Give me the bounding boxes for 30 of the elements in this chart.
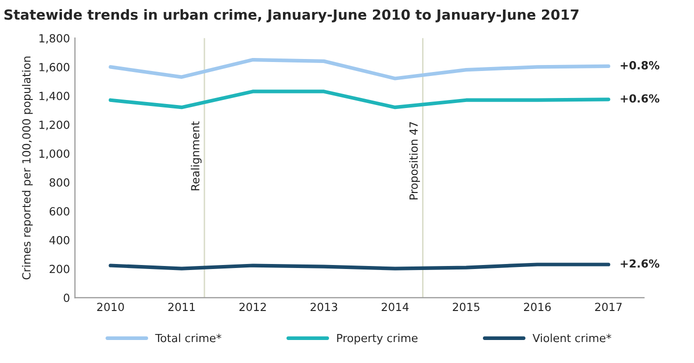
legend-label: Violent crime* [532, 334, 612, 342]
line-series [108, 58, 610, 80]
y-tick-label: 1,200 [40, 120, 70, 130]
x-tick-label: 2013 [310, 302, 338, 312]
y-axis-title: Crimes reported per 100,000 population [22, 56, 33, 280]
y-tick-label: 0 [64, 294, 70, 302]
x-tick-label: 2015 [452, 302, 480, 312]
y-tick-label: 1,800 [40, 34, 70, 44]
x-tick-label: 2011 [168, 302, 195, 312]
chart-title: Statewide trends in urban crime, January-June 2010 to January-June 2017 [4, 9, 578, 23]
y-tick-label: 200 [50, 264, 70, 274]
y-tick-label: 800 [50, 178, 70, 187]
annotation: +2.6% [620, 259, 660, 268]
x-tick-label: 2017 [595, 302, 622, 312]
annotation: +0.8% [620, 61, 660, 70]
x-tick-label: 2012 [239, 302, 266, 312]
y-tick-label: 1,600 [40, 62, 70, 72]
legend-label: Total crime* [155, 334, 222, 342]
x-tick-label: 2010 [97, 302, 124, 312]
x-tick-label: 2014 [382, 302, 409, 312]
y-tick-label: 600 [50, 207, 70, 216]
y-tick-label: 400 [49, 236, 70, 244]
annotation: +0.6% [620, 94, 660, 103]
ref-line-label: Proposition 47 [409, 122, 420, 200]
x-tick-label: 2016 [524, 302, 551, 312]
line-series [108, 90, 610, 110]
ref-line-label: Realignment [190, 121, 202, 190]
y-tick-label: 1,400 [40, 92, 70, 102]
legend-label: Property crime [337, 334, 418, 344]
y-tick-label: 1,000 [40, 149, 70, 159]
